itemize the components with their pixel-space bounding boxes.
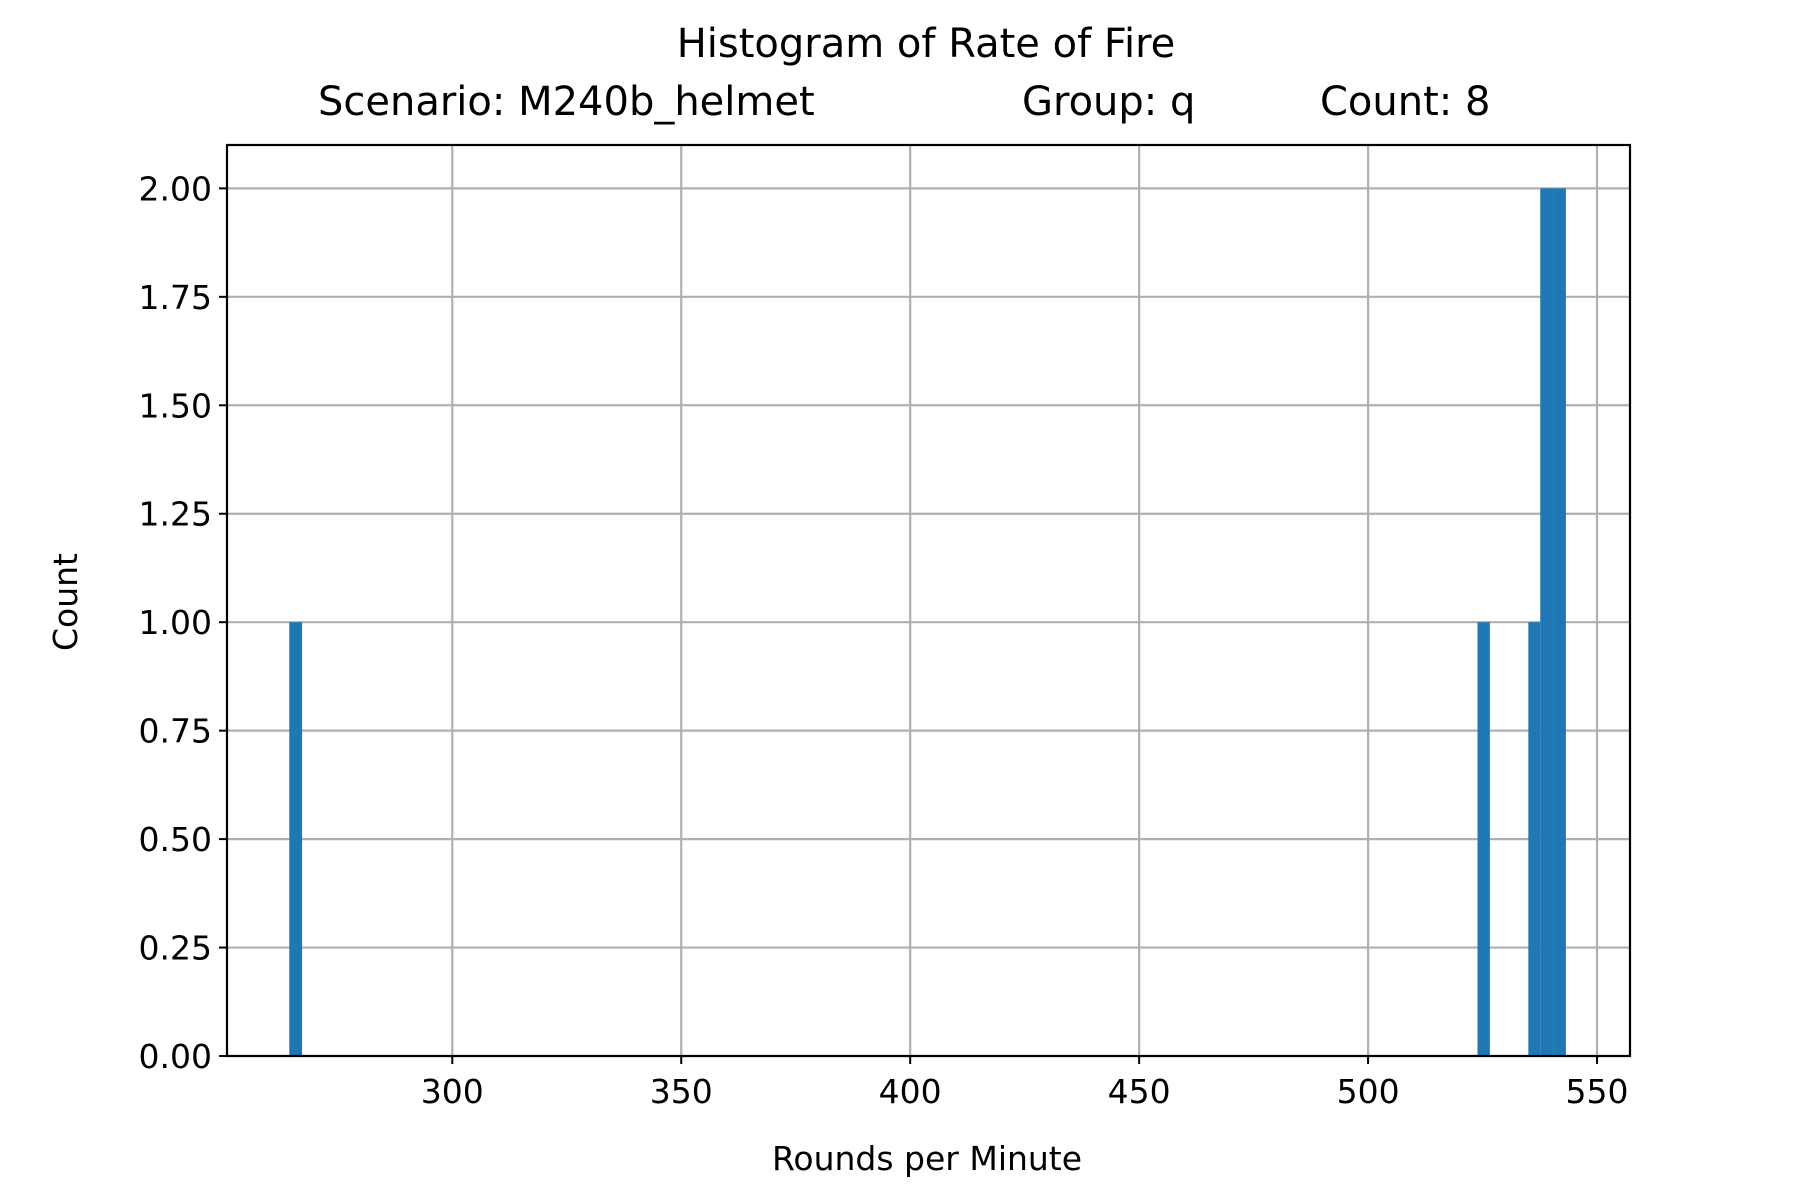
y-tick-label-2: 0.50: [139, 820, 212, 859]
x-axis-label: Rounds per Minute: [772, 1139, 1082, 1178]
x-tick-label-2: 400: [879, 1072, 942, 1111]
plot-frame: [225, 143, 1632, 1058]
y-tick-label-6: 1.50: [139, 386, 212, 425]
histogram-bar-0: [289, 622, 303, 1056]
x-tick-label-1: 350: [650, 1072, 713, 1111]
x-tick-label-3: 450: [1108, 1072, 1171, 1111]
y-tick-label-1: 0.25: [139, 929, 212, 968]
chart-subtitle-count: Count: 8: [1320, 79, 1490, 125]
chart-title: Histogram of Rate of Fire: [677, 21, 1176, 67]
y-tick-label-3: 0.75: [139, 712, 212, 751]
grid-lines: [227, 145, 1630, 1058]
x-tick-label-4: 500: [1337, 1072, 1400, 1111]
histogram-bar-4: [1553, 188, 1566, 1056]
axis-ticks: 300 350 400 450 500 550 0.00 0.25 0.50 0.75 1.00 1.…: [139, 169, 1629, 1111]
y-tick-label-4: 1.00: [139, 603, 212, 642]
x-tick-label-0: 300: [421, 1072, 484, 1111]
histogram-bar-1: [1477, 622, 1490, 1056]
x-tick-label-5: 550: [1566, 1072, 1629, 1111]
chart-subtitle-scenario: Scenario: M240b_helmet: [318, 79, 815, 125]
chart-subtitle-group: Group: q: [1022, 79, 1195, 125]
y-tick-label-0: 0.00: [139, 1037, 212, 1076]
histogram-bar-3: [1540, 188, 1554, 1056]
y-tick-label-7: 1.75: [139, 278, 212, 317]
histogram-bar-2: [1528, 622, 1541, 1056]
y-axis-label: Count: [46, 553, 85, 651]
y-tick-label-8: 2.00: [139, 169, 212, 208]
histogram-bars: [289, 188, 1566, 1056]
y-tick-label-5: 1.25: [139, 495, 212, 534]
